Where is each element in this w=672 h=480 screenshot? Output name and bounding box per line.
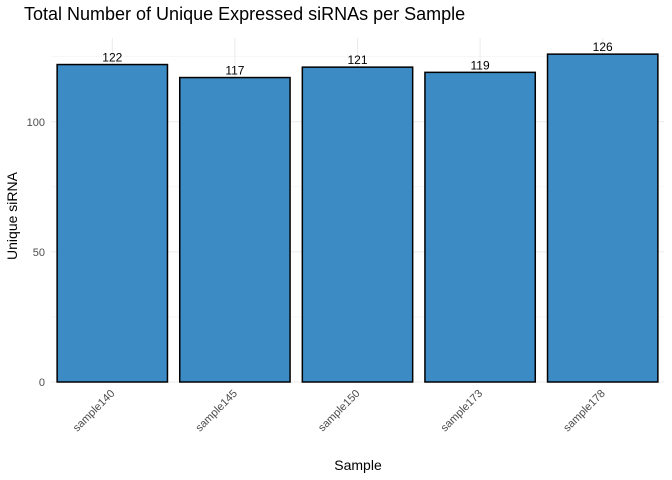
x-axis-ticks: sample140 sample145 sample150 sample173 samp… [71,388,608,435]
data-label-sample145: 117 [225,64,244,78]
data-label-sample178: 126 [593,40,613,54]
y-axis-ticks: 0 50 100 [27,117,45,389]
data-labels: 122 117 121 119 126 [102,40,613,77]
x-tick-label: sample150 [316,388,363,435]
data-label-sample173: 119 [471,58,490,72]
y-tick-label: 100 [27,117,45,129]
x-tick-label: sample140 [71,388,118,435]
data-label-sample150: 121 [347,53,367,67]
x-tick-label: sample178 [561,388,608,435]
y-axis-title: Unique siRNA [4,171,20,260]
x-axis-title: Sample [334,457,382,473]
x-tick-label: sample173 [439,388,486,435]
bar-sample145 [178,76,291,383]
bar-sample140 [56,63,169,383]
chart-title: Total Number of Unique Expressed siRNAs … [24,4,465,24]
x-tick-label: sample145 [193,388,240,435]
y-tick-label: 0 [39,377,45,389]
bars [56,53,659,383]
data-label-sample140: 122 [102,51,122,65]
y-tick-label: 50 [33,247,45,259]
bar-sample173 [424,71,537,383]
bar-sample178 [546,53,659,383]
bar-sample150 [301,66,414,383]
